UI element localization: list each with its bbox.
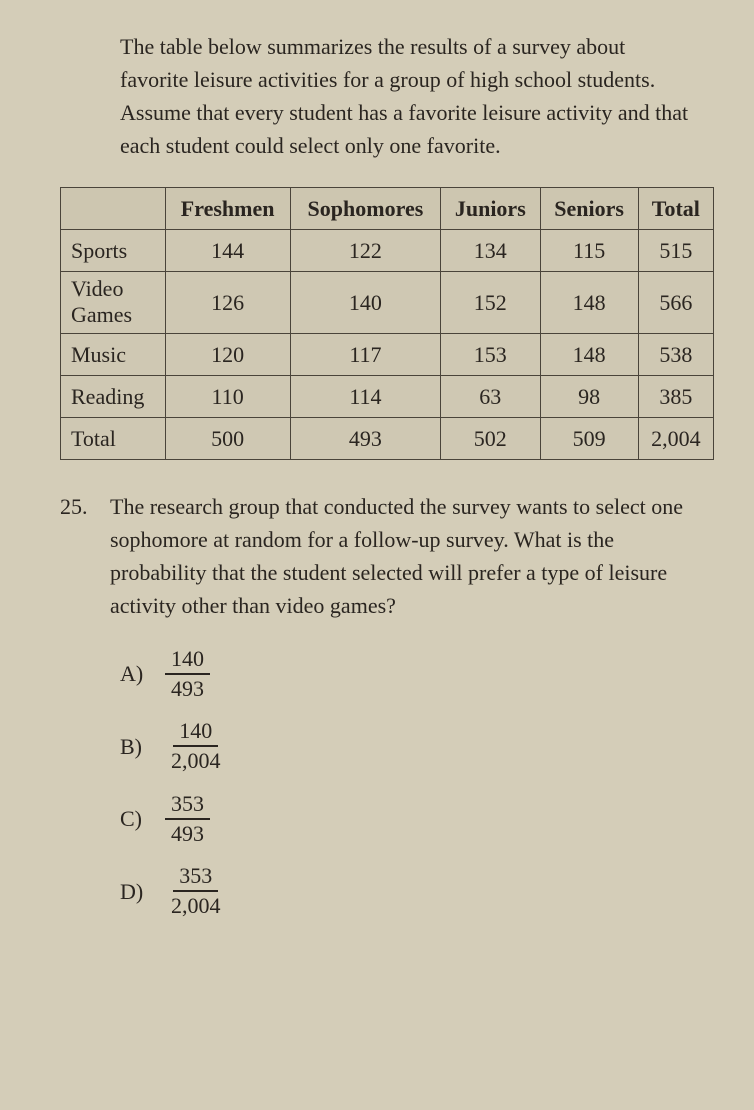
header-juniors: Juniors — [441, 188, 541, 230]
choice-letter-d: D) — [120, 875, 165, 908]
cell: 153 — [441, 333, 541, 375]
row-label-music: Music — [61, 333, 166, 375]
cell: 114 — [290, 375, 440, 417]
survey-data-table: Freshmen Sophomores Juniors Seniors Tota… — [60, 187, 714, 460]
cell: 144 — [165, 230, 290, 272]
cell: 493 — [290, 417, 440, 459]
choice-letter-a: A) — [120, 657, 165, 690]
cell: 148 — [540, 333, 638, 375]
choice-letter-c: C) — [120, 802, 165, 835]
choice-d: D) 353 2,004 — [120, 864, 714, 918]
cell: 500 — [165, 417, 290, 459]
table-row: Sports 144 122 134 115 515 — [61, 230, 714, 272]
fraction-den: 493 — [165, 820, 210, 846]
cell: 98 — [540, 375, 638, 417]
fraction-den: 2,004 — [165, 747, 227, 773]
cell: 140 — [290, 272, 440, 334]
fraction-num: 140 — [173, 719, 218, 747]
question-text: The research group that conducted the su… — [110, 490, 714, 622]
question-number: 25. — [60, 490, 110, 622]
header-seniors: Seniors — [540, 188, 638, 230]
cell: 502 — [441, 417, 541, 459]
fraction-den: 493 — [165, 675, 210, 701]
cell: 148 — [540, 272, 638, 334]
cell: 115 — [540, 230, 638, 272]
intro-paragraph: The table below summarizes the results o… — [120, 30, 714, 162]
row-label-sports: Sports — [61, 230, 166, 272]
choice-c: C) 353 493 — [120, 792, 714, 846]
cell: 566 — [638, 272, 713, 334]
cell: 134 — [441, 230, 541, 272]
table-row: Reading 110 114 63 98 385 — [61, 375, 714, 417]
fraction-num: 353 — [173, 864, 218, 892]
cell: 152 — [441, 272, 541, 334]
choice-b: B) 140 2,004 — [120, 719, 714, 773]
fraction-den: 2,004 — [165, 892, 227, 918]
fraction-a: 140 493 — [165, 647, 210, 701]
cell: 122 — [290, 230, 440, 272]
row-label-total: Total — [61, 417, 166, 459]
choice-a: A) 140 493 — [120, 647, 714, 701]
cell: 385 — [638, 375, 713, 417]
header-sophomores: Sophomores — [290, 188, 440, 230]
answer-choices: A) 140 493 B) 140 2,004 C) 353 493 D) 35… — [120, 647, 714, 919]
fraction-b: 140 2,004 — [165, 719, 227, 773]
cell: 2,004 — [638, 417, 713, 459]
fraction-c: 353 493 — [165, 792, 210, 846]
question-block: 25. The research group that conducted th… — [60, 490, 714, 622]
table-header-row: Freshmen Sophomores Juniors Seniors Tota… — [61, 188, 714, 230]
fraction-num: 140 — [165, 647, 210, 675]
cell: 515 — [638, 230, 713, 272]
choice-letter-b: B) — [120, 730, 165, 763]
header-freshmen: Freshmen — [165, 188, 290, 230]
row-label-video-games: VideoGames — [61, 272, 166, 334]
cell: 509 — [540, 417, 638, 459]
table-row: Total 500 493 502 509 2,004 — [61, 417, 714, 459]
table-row: Music 120 117 153 148 538 — [61, 333, 714, 375]
cell: 126 — [165, 272, 290, 334]
row-label-reading: Reading — [61, 375, 166, 417]
cell: 538 — [638, 333, 713, 375]
cell: 120 — [165, 333, 290, 375]
fraction-d: 353 2,004 — [165, 864, 227, 918]
fraction-num: 353 — [165, 792, 210, 820]
cell: 117 — [290, 333, 440, 375]
table-row: VideoGames 126 140 152 148 566 — [61, 272, 714, 334]
header-blank — [61, 188, 166, 230]
cell: 110 — [165, 375, 290, 417]
header-total: Total — [638, 188, 713, 230]
cell: 63 — [441, 375, 541, 417]
